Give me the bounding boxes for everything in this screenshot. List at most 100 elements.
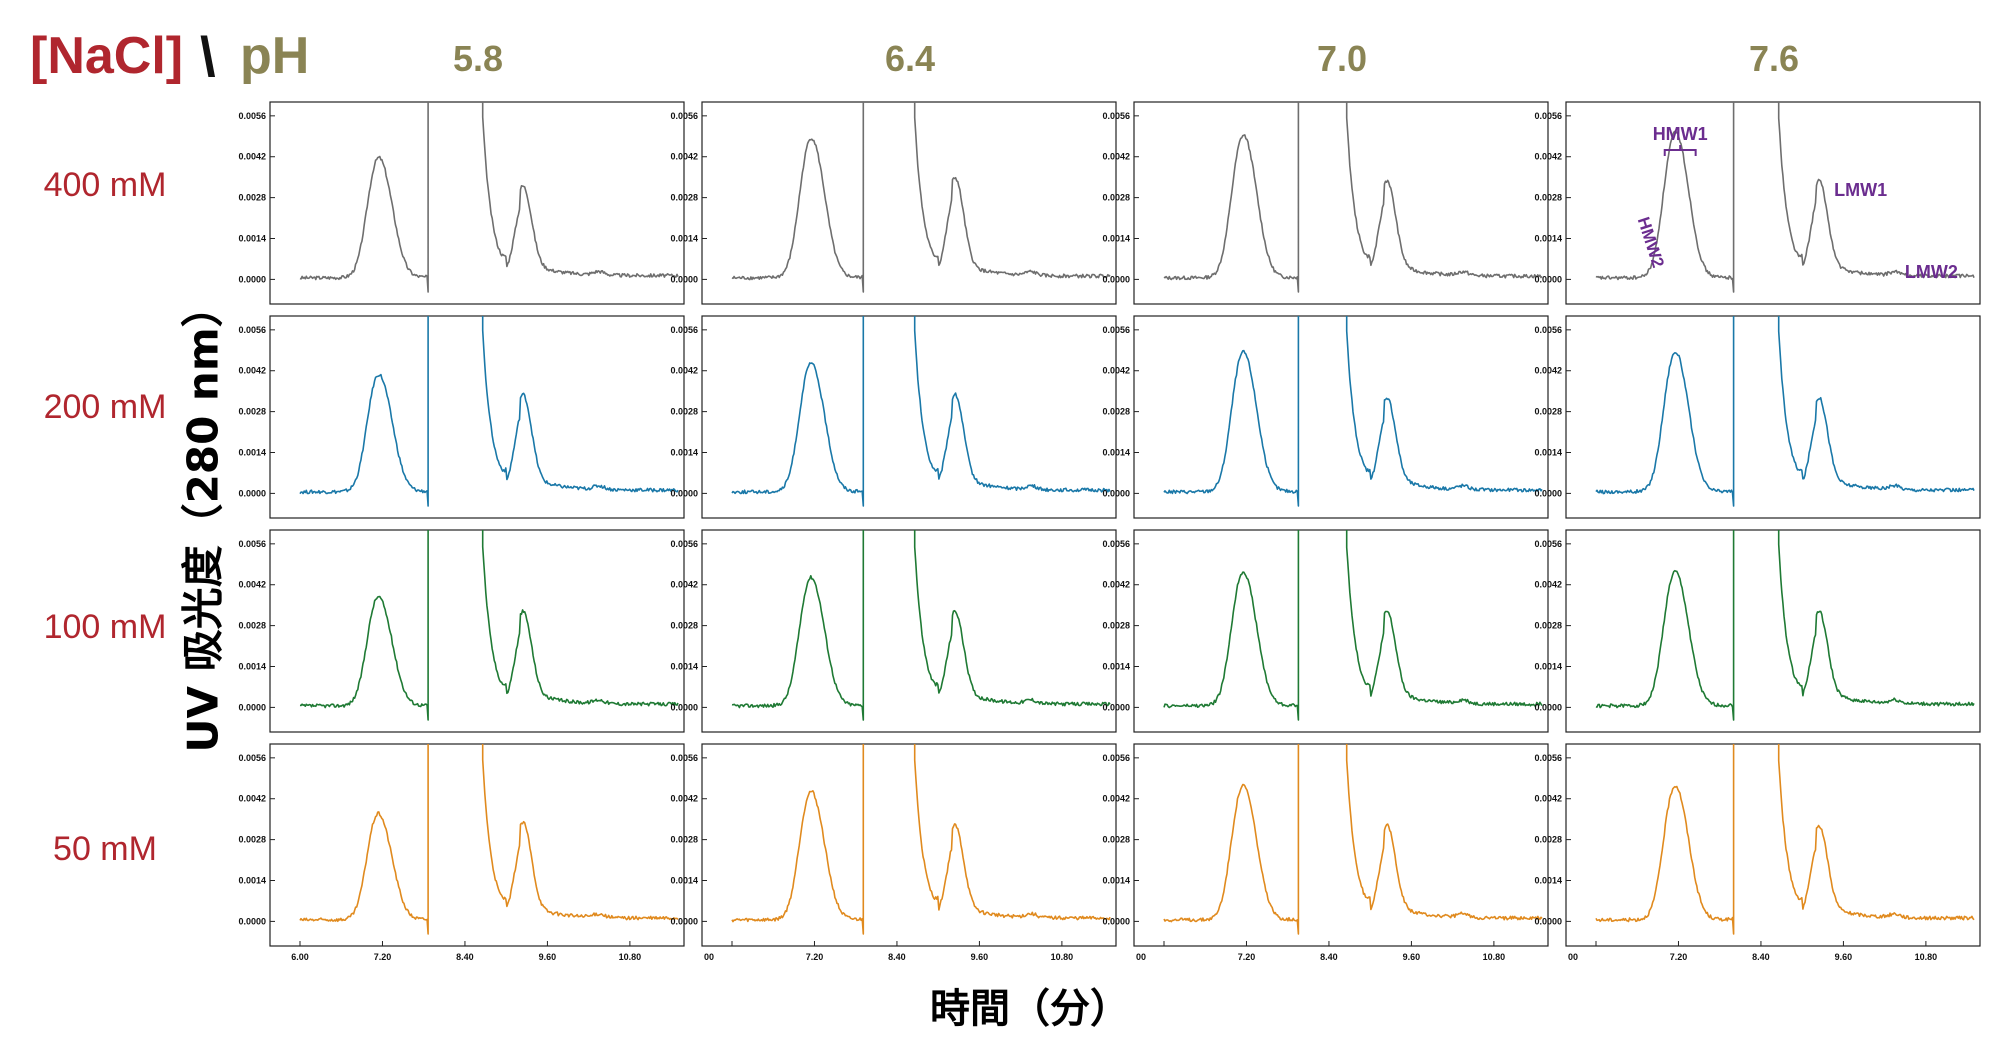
panel-frame — [1133, 315, 1549, 519]
y-tick-label: 0.0014 — [238, 234, 266, 244]
series-line — [1595, 316, 1975, 507]
y-tick-label: 0.0042 — [238, 580, 266, 590]
y-tick-label: 0.0042 — [670, 794, 698, 804]
hmw1-annotation: HMW1 — [1653, 124, 1708, 144]
y-tick-label: 0.0056 — [1102, 325, 1130, 335]
y-tick-label: 0.0056 — [1534, 539, 1562, 549]
y-tick-label: 0.0000 — [670, 488, 698, 498]
y-tick-label: 0.0056 — [670, 539, 698, 549]
y-tick-label: 0.0000 — [238, 916, 266, 926]
y-tick-label: 0.0042 — [1102, 580, 1130, 590]
y-tick-label: 0.0028 — [1534, 407, 1562, 417]
header-separator: \ — [200, 25, 216, 88]
series-line — [1163, 102, 1543, 293]
y-tick-label: 0.0042 — [1534, 580, 1562, 590]
series-line — [731, 530, 1111, 721]
y-tick-label: 0.0000 — [1102, 274, 1130, 284]
y-tick-label: 0.0028 — [670, 835, 698, 845]
y-tick-label: 0.0014 — [238, 448, 266, 458]
ph-header: pH — [240, 27, 310, 85]
panel-frame — [1565, 743, 1981, 947]
y-tick-label: 0.0014 — [670, 234, 698, 244]
y-tick-label: 0.0042 — [1102, 152, 1130, 162]
x-tick-label: 9.60 — [971, 952, 989, 962]
y-tick-label: 0.0042 — [238, 366, 266, 376]
x-tick-label: 7.20 — [1670, 952, 1688, 962]
column-header-ph: 5.8 — [452, 38, 504, 79]
y-tick-label: 0.0000 — [670, 916, 698, 926]
row-header-nacl: 200 mM — [43, 388, 167, 426]
y-tick-label: 0.0014 — [1102, 876, 1130, 886]
row-header-nacl: 400 mM — [43, 166, 167, 204]
y-tick-label: 0.0056 — [670, 753, 698, 763]
y-tick-label: 0.0028 — [238, 621, 266, 631]
series-line — [1595, 102, 1975, 293]
column-header-ph: 6.4 — [884, 38, 936, 79]
y-tick-label: 0.0000 — [1102, 488, 1130, 498]
x-tick-label: 9.60 — [539, 952, 557, 962]
lmw2-annotation: LMW2 — [1905, 262, 1958, 282]
hmw2-annotation: HMW2 — [1634, 215, 1668, 270]
y-tick-label: 0.0056 — [670, 111, 698, 121]
y-tick-label: 0.0042 — [670, 366, 698, 376]
y-tick-label: 0.0028 — [670, 621, 698, 631]
panel-frame — [269, 315, 685, 519]
panel-frame — [701, 315, 1117, 519]
x-tick-label: 8.40 — [1320, 952, 1338, 962]
y-tick-label: 0.0014 — [1534, 234, 1562, 244]
y-tick-label: 0.0056 — [670, 325, 698, 335]
row-header-nacl: 50 mM — [53, 830, 157, 868]
y-tick-label: 0.0056 — [238, 753, 266, 763]
y-tick-label: 0.0028 — [670, 407, 698, 417]
y-tick-label: 0.0000 — [670, 702, 698, 712]
y-tick-label: 0.0028 — [670, 193, 698, 203]
y-tick-label: 0.0028 — [1534, 193, 1562, 203]
lmw1-annotation: LMW1 — [1834, 180, 1887, 200]
x-tick-label: 00 — [1568, 952, 1578, 962]
y-tick-label: 0.0014 — [670, 876, 698, 886]
panel-frame — [1133, 743, 1549, 947]
y-tick-label: 0.0000 — [1534, 916, 1562, 926]
y-tick-label: 0.0056 — [1534, 753, 1562, 763]
y-tick-label: 0.0042 — [238, 152, 266, 162]
y-tick-label: 0.0000 — [1534, 702, 1562, 712]
y-tick-label: 0.0014 — [1534, 662, 1562, 672]
x-tick-label: 00 — [704, 952, 714, 962]
y-tick-label: 0.0014 — [1534, 448, 1562, 458]
panel-frame — [1565, 101, 1981, 305]
y-tick-label: 0.0028 — [1102, 835, 1130, 845]
y-tick-label: 0.0042 — [1102, 366, 1130, 376]
series-line — [299, 530, 679, 721]
x-tick-label: 8.40 — [456, 952, 474, 962]
y-tick-label: 0.0056 — [238, 111, 266, 121]
panel-frame — [701, 101, 1117, 305]
series-line — [731, 316, 1111, 507]
panel-frame — [269, 743, 685, 947]
y-tick-label: 0.0028 — [238, 407, 266, 417]
x-tick-label: 10.80 — [1915, 952, 1938, 962]
series-line — [1595, 744, 1975, 935]
panel-frame — [1565, 315, 1981, 519]
series-line — [1163, 744, 1543, 935]
panel-frame — [1133, 529, 1549, 733]
y-tick-label: 0.0042 — [1534, 794, 1562, 804]
x-tick-label: 8.40 — [888, 952, 906, 962]
panel-frame — [1565, 529, 1981, 733]
y-tick-label: 0.0028 — [1102, 621, 1130, 631]
y-tick-label: 0.0014 — [670, 448, 698, 458]
column-header-ph: 7.6 — [1748, 38, 1800, 79]
y-tick-label: 0.0014 — [670, 662, 698, 672]
x-tick-label: 10.80 — [619, 952, 642, 962]
y-tick-label: 0.0042 — [1534, 366, 1562, 376]
panel-frame — [701, 529, 1117, 733]
nacl-header: [NaCl] — [30, 27, 184, 85]
y-tick-label: 0.0028 — [1102, 193, 1130, 203]
x-axis-title: 時間（分） — [930, 986, 1130, 1032]
x-tick-label: 6.00 — [291, 952, 309, 962]
series-line — [1163, 316, 1543, 507]
y-tick-label: 0.0056 — [238, 539, 266, 549]
y-tick-label: 0.0000 — [238, 702, 266, 712]
y-tick-label: 0.0014 — [1102, 448, 1130, 458]
y-tick-label: 0.0014 — [1102, 662, 1130, 672]
